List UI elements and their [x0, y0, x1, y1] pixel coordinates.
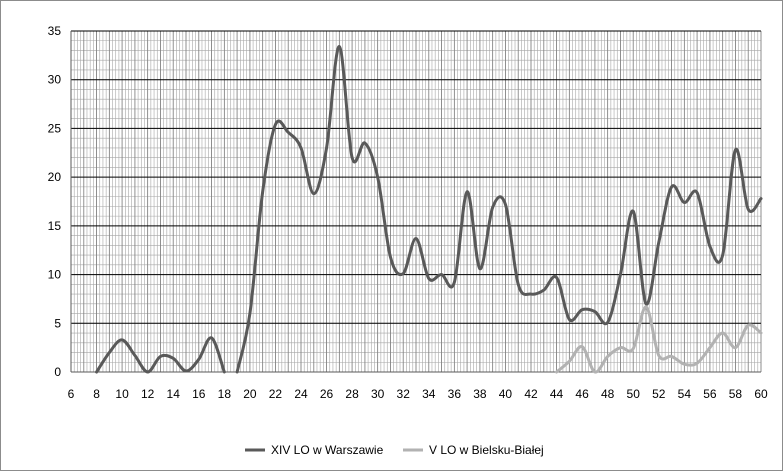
x-tick-label: 54	[678, 387, 692, 401]
x-tick-label: 12	[141, 387, 155, 401]
x-tick-label: 22	[269, 387, 283, 401]
x-tick-label: 38	[473, 387, 487, 401]
x-tick-labels: 6 8 10 12 14 16 18 20 22 24 26 28 30 32 34 36 38 40 42 44 46…	[68, 387, 768, 401]
x-tick-label: 36	[448, 387, 462, 401]
major-gridlines	[70, 30, 762, 373]
x-tick-label: 20	[243, 387, 257, 401]
y-tick-label: 20	[48, 170, 62, 184]
x-tick-label: 24	[294, 387, 308, 401]
x-tick-label: 60	[754, 387, 768, 401]
x-tick-label: 48	[601, 387, 615, 401]
y-tick-label: 0	[54, 365, 61, 379]
series-line-2	[555, 305, 763, 374]
y-tick-label: 10	[48, 268, 62, 282]
x-tick-label: 28	[345, 387, 359, 401]
x-tick-label: 42	[524, 387, 538, 401]
x-tick-label: 40	[499, 387, 513, 401]
series-line-1	[235, 45, 763, 374]
y-tick-label: 35	[48, 24, 62, 38]
x-tick-label: 18	[218, 387, 232, 401]
x-tick-label: 10	[115, 387, 129, 401]
x-tick-label: 34	[422, 387, 436, 401]
x-tick-label: 46	[575, 387, 589, 401]
series-line-1	[95, 336, 226, 374]
x-tick-label: 32	[397, 387, 411, 401]
y-tick-labels: 0 5 10 15 20 25 30 35	[48, 24, 62, 379]
x-tick-label: 16	[192, 387, 206, 401]
y-tick-label: 25	[48, 121, 62, 135]
x-tick-label: 44	[550, 387, 564, 401]
x-tick-label: 30	[371, 387, 385, 401]
x-tick-label: 52	[652, 387, 666, 401]
x-tick-label: 50	[627, 387, 641, 401]
x-tick-label: 26	[320, 387, 334, 401]
y-tick-label: 30	[48, 73, 62, 87]
legend-label-1: XIV LO w Warszawie	[271, 443, 384, 457]
legend: XIV LO w Warszawie V LO w Bielsku-Białej	[245, 443, 544, 457]
x-tick-label: 6	[68, 387, 75, 401]
x-tick-label: 58	[729, 387, 743, 401]
y-tick-label: 15	[48, 219, 62, 233]
x-tick-label: 8	[93, 387, 100, 401]
x-tick-label: 14	[167, 387, 181, 401]
y-tick-label: 5	[54, 316, 61, 330]
x-tick-label: 56	[703, 387, 717, 401]
series-lines	[95, 45, 763, 374]
legend-label-2: V LO w Bielsku-Białej	[429, 443, 544, 457]
